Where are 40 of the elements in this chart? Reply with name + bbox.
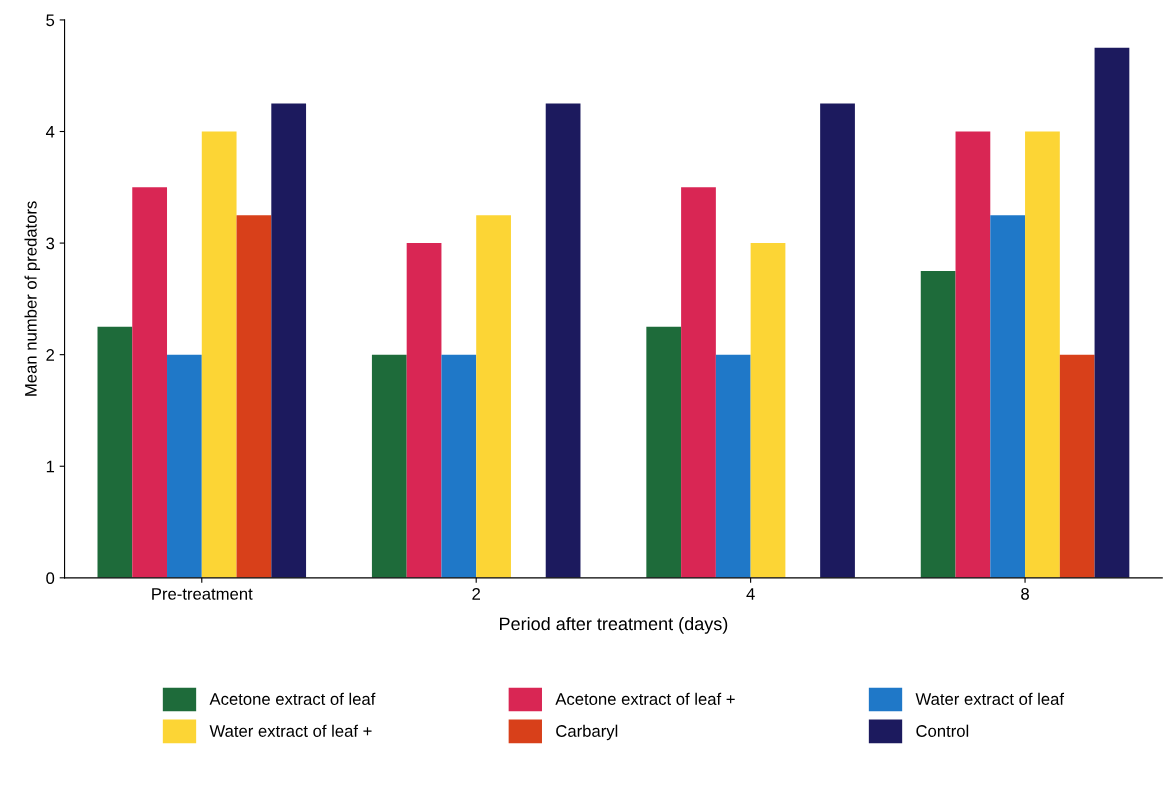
legend-label: Acetone extract of leaf [209,692,376,705]
x-tick-label: 8 [1021,587,1029,600]
bar [132,187,168,578]
y-tick-label: 0 [46,572,55,585]
bar [406,243,442,578]
bar [201,131,237,578]
y-axis-title: Mean number of predators [24,201,41,396]
y-tick-label: 4 [45,126,55,138]
bar [97,326,133,578]
bar [1059,354,1095,578]
bar [646,326,682,578]
y-tick-label: 5 [46,14,55,27]
legend-label: Water extract of leaf + [209,724,372,737]
legend-label: Acetone extract of leaf + [555,692,735,705]
legend-label: Water extract of leaf [915,692,1065,705]
bar [271,103,307,578]
bar [715,354,751,578]
x-tick-label: 4 [746,588,755,600]
bar [920,270,956,578]
x-axis-title: Period after treatment (days) [500,616,728,634]
legend-label: Carbaryl [556,724,618,741]
bar [681,187,716,578]
bar [820,103,855,578]
bar [990,215,1026,578]
x-tick-label: Pre-treatment [152,588,253,600]
y-tick-label: 2 [46,349,55,361]
bar [1025,131,1060,578]
bar [955,131,991,578]
bar [476,215,511,578]
bar [371,354,407,578]
bar [441,354,477,578]
y-tick-label: 3 [46,237,55,250]
bar [236,215,272,578]
bar [545,103,581,578]
bar [750,243,786,578]
bar [1094,47,1130,578]
bar [167,354,202,578]
y-tick-label: 1 [46,460,55,473]
legend-label: Control [916,724,969,737]
x-tick-label: 2 [472,587,480,600]
